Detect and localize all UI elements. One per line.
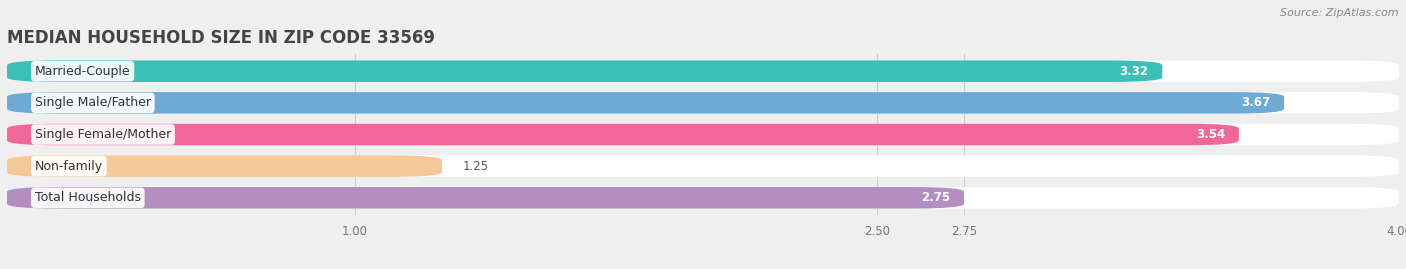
FancyBboxPatch shape — [7, 124, 1399, 145]
Text: MEDIAN HOUSEHOLD SIZE IN ZIP CODE 33569: MEDIAN HOUSEHOLD SIZE IN ZIP CODE 33569 — [7, 29, 434, 47]
Text: Total Households: Total Households — [35, 191, 141, 204]
FancyBboxPatch shape — [7, 155, 1399, 177]
Text: 1.25: 1.25 — [463, 160, 489, 173]
FancyBboxPatch shape — [7, 92, 1399, 114]
FancyBboxPatch shape — [7, 124, 1239, 145]
Text: 3.67: 3.67 — [1241, 96, 1270, 109]
FancyBboxPatch shape — [7, 187, 1399, 208]
Text: 3.54: 3.54 — [1195, 128, 1225, 141]
FancyBboxPatch shape — [7, 187, 965, 208]
Text: 3.32: 3.32 — [1119, 65, 1149, 78]
Text: 2.75: 2.75 — [921, 191, 950, 204]
FancyBboxPatch shape — [7, 61, 1163, 82]
FancyBboxPatch shape — [7, 92, 1284, 114]
Text: Single Female/Mother: Single Female/Mother — [35, 128, 172, 141]
FancyBboxPatch shape — [7, 155, 441, 177]
Text: Single Male/Father: Single Male/Father — [35, 96, 150, 109]
Text: Source: ZipAtlas.com: Source: ZipAtlas.com — [1281, 8, 1399, 18]
FancyBboxPatch shape — [7, 61, 1399, 82]
Text: Married-Couple: Married-Couple — [35, 65, 131, 78]
Text: Non-family: Non-family — [35, 160, 103, 173]
